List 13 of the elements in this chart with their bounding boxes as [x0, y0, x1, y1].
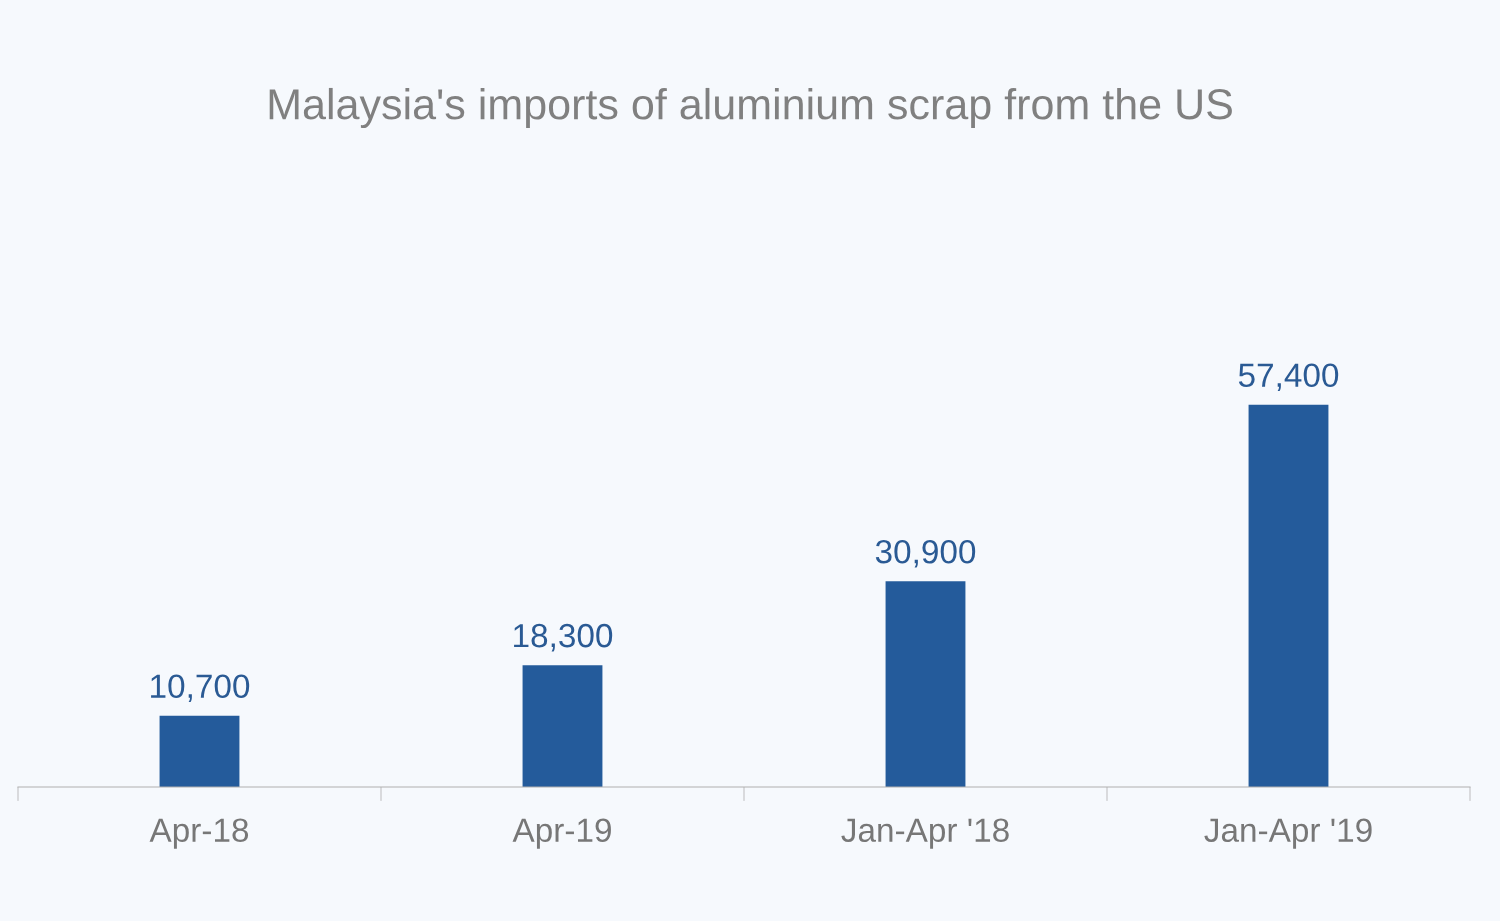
- bar: [1248, 404, 1329, 787]
- x-tick-label: Jan-Apr '19: [1204, 818, 1372, 849]
- x-tick-label: Jan-Apr '18: [841, 818, 1009, 849]
- chart-title: Malaysia's imports of aluminium scrap from the US: [269, 87, 1232, 129]
- data-label: 30,900: [875, 539, 976, 568]
- x-tick-label: Apr-18: [149, 818, 249, 849]
- bar: [522, 665, 603, 787]
- data-label: 18,300: [514, 623, 613, 652]
- bar: [885, 581, 966, 787]
- data-label: 10,700: [151, 674, 250, 702]
- bar: [159, 715, 240, 787]
- x-tick-label: Apr-19: [512, 818, 611, 849]
- data-label: 57,400: [1238, 363, 1339, 392]
